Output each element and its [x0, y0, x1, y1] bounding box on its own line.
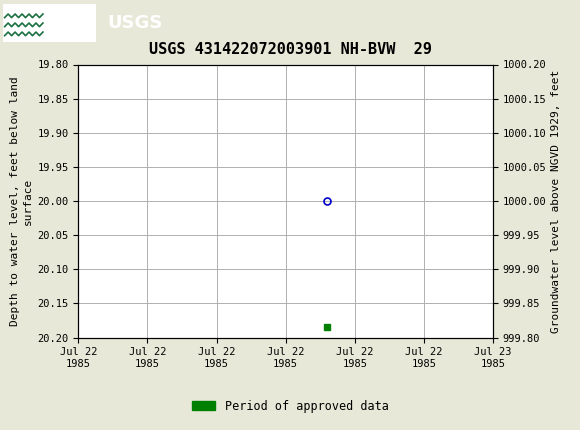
Y-axis label: Depth to water level, feet below land
surface: Depth to water level, feet below land su… — [10, 76, 33, 326]
Text: USGS: USGS — [107, 14, 162, 31]
Legend: Period of approved data: Period of approved data — [187, 395, 393, 418]
Text: USGS 431422072003901 NH-BVW  29: USGS 431422072003901 NH-BVW 29 — [148, 42, 432, 57]
Y-axis label: Groundwater level above NGVD 1929, feet: Groundwater level above NGVD 1929, feet — [550, 69, 561, 333]
Bar — [3, 3, 96, 42]
